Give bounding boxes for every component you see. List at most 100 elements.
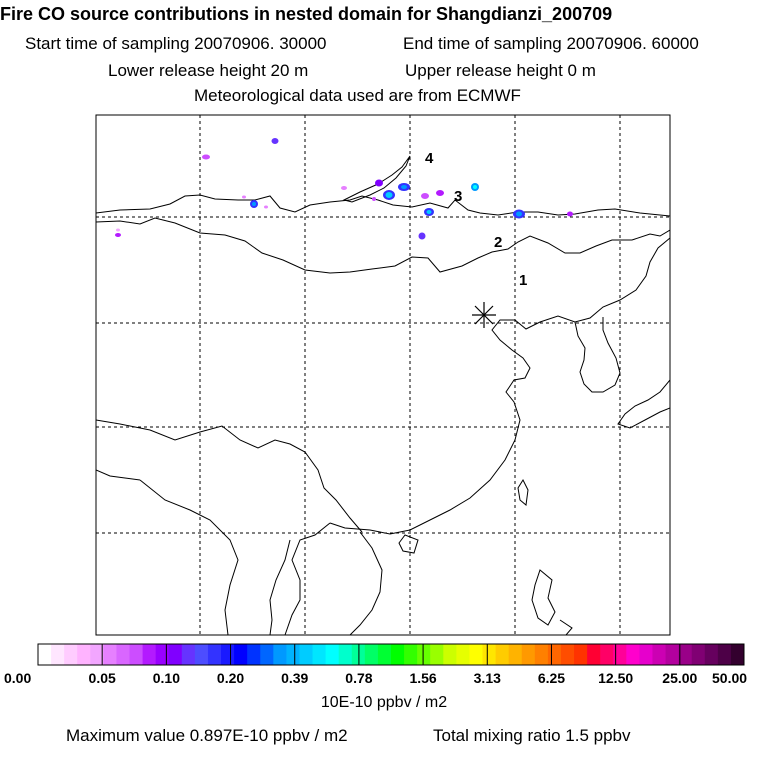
colorbar-swatch <box>207 644 222 665</box>
region-label-3: 3 <box>454 188 463 205</box>
colorbar-swatch <box>38 644 52 665</box>
hainan <box>398 534 419 554</box>
colorbar-swatch <box>338 644 353 665</box>
end-time-label: End time of sampling 20070906. 60000 <box>403 34 699 53</box>
station-asterisk-marker <box>472 302 496 328</box>
start-time-label: Start time of sampling 20070906. 30000 <box>25 34 327 53</box>
colorbar-swatch <box>469 644 484 665</box>
colorbar-swatch <box>534 644 549 665</box>
lake-baikal <box>342 155 411 203</box>
colorbar-swatch <box>312 644 327 665</box>
colorbar-tick-label: 0.00 <box>4 670 32 686</box>
colorbar-swatch <box>521 644 536 665</box>
colorbar-swatch <box>234 644 248 665</box>
colorbar-swatch <box>142 644 157 665</box>
colorbar-swatch <box>560 644 575 665</box>
map-frame <box>95 114 671 636</box>
colorbar-units-label: 10E-10 ppbv / m2 <box>320 694 448 711</box>
colorbar-swatch <box>508 644 523 665</box>
colorbar-swatch <box>286 644 300 665</box>
korea-peninsula <box>574 317 621 393</box>
colorbar-swatch <box>678 644 693 665</box>
colorbar-tick-label: 0.10 <box>152 670 180 686</box>
colorbar-swatch <box>417 644 431 665</box>
colorbar-tick-label: 25.00 <box>662 670 698 686</box>
bay-of-bengal-coast <box>139 479 239 635</box>
colorbar-swatch <box>64 644 78 665</box>
upper-release-label: Upper release height 0 m <box>405 61 596 80</box>
colorbar-tick-label: 50.00 <box>712 670 748 686</box>
southwest-borders <box>96 419 363 533</box>
colorbar-swatch <box>181 644 196 665</box>
russia-mongolia-border <box>96 194 670 217</box>
colorbar-swatch <box>51 644 65 665</box>
colorbar-swatch <box>77 644 91 665</box>
colorbar-swatch <box>652 644 667 665</box>
colorbar-swatch <box>600 644 614 665</box>
fire-contribution-patches <box>115 138 573 240</box>
colorbar-swatch <box>299 644 314 665</box>
japan-coast <box>617 379 670 429</box>
colorbar-swatch <box>482 644 497 665</box>
colorbar-swatch <box>129 644 144 665</box>
colorbar-tick-label: 3.13 <box>473 670 501 686</box>
colorbar-swatch <box>626 644 640 665</box>
total-mixing-ratio-label: Total mixing ratio 1.5 ppbv <box>433 726 631 745</box>
northeast-china-coast <box>329 237 670 535</box>
colorbar-swatch <box>103 644 117 665</box>
colorbar-swatch <box>430 644 444 665</box>
plot-title: Fire CO source contributions in nested d… <box>0 4 613 24</box>
graticule-lines <box>96 115 670 635</box>
taiwan <box>517 478 529 506</box>
colorbar-swatch <box>547 644 562 665</box>
colorbar-tick-label: 0.05 <box>88 670 116 686</box>
met-data-label: Meteorological data used are from ECMWF <box>194 86 521 105</box>
colorbar-swatch <box>574 644 588 665</box>
philippines <box>531 569 556 626</box>
colorbar-swatch <box>364 644 379 665</box>
colorbar-swatch <box>613 644 627 665</box>
region-label-4: 4 <box>425 150 434 167</box>
philippines-south <box>559 619 573 635</box>
colorbar-tick-label: 6.25 <box>537 670 566 686</box>
max-value-label: Maximum value 0.897E-10 ppbv / m2 <box>66 726 348 745</box>
colorbar-swatch <box>247 644 261 665</box>
colorbar-swatch <box>273 644 287 665</box>
colorbar-swatch <box>155 644 170 665</box>
colorbar-swatch <box>730 644 745 665</box>
vietnam-coast <box>349 531 383 635</box>
colorbar-swatch <box>325 644 340 665</box>
lower-release-label: Lower release height 20 m <box>108 61 309 80</box>
colorbar-tick-label: 12.50 <box>598 670 634 686</box>
colorbar-swatch <box>443 644 457 665</box>
colorbar-swatch <box>90 644 104 665</box>
colorbar-swatch <box>717 644 732 665</box>
colorbar-swatch <box>495 644 510 665</box>
colorbar-swatch <box>456 644 470 665</box>
indochina-coast <box>284 522 331 635</box>
indochina-interior <box>269 539 291 635</box>
colorbar-swatch <box>221 644 235 665</box>
mongolia-china-border <box>96 217 670 274</box>
colorbar-tick-label: 0.20 <box>216 670 245 686</box>
colorbar-swatch <box>194 644 209 665</box>
colorbar-swatch <box>404 644 418 665</box>
colorbar-swatch <box>260 644 274 665</box>
colorbar-swatch <box>391 644 405 665</box>
colorbar-swatch <box>377 644 392 665</box>
colorbar-swatch <box>587 644 601 665</box>
colorbar-frame <box>37 643 745 666</box>
colorbar <box>37 643 745 666</box>
colorbar-swatch <box>168 644 183 665</box>
colorbar-swatch <box>704 644 719 665</box>
colorbar-swatch <box>639 644 653 665</box>
colorbar-swatch <box>691 644 706 665</box>
india-border <box>96 469 141 481</box>
colorbar-tick-label: 0.78 <box>345 670 373 686</box>
colorbar-tick-label: 0.39 <box>281 670 309 686</box>
region-label-1: 1 <box>519 272 528 289</box>
region-label-2: 2 <box>494 234 503 251</box>
colorbar-swatch <box>665 644 680 665</box>
colorbar-tick-label: 1.56 <box>409 670 437 686</box>
